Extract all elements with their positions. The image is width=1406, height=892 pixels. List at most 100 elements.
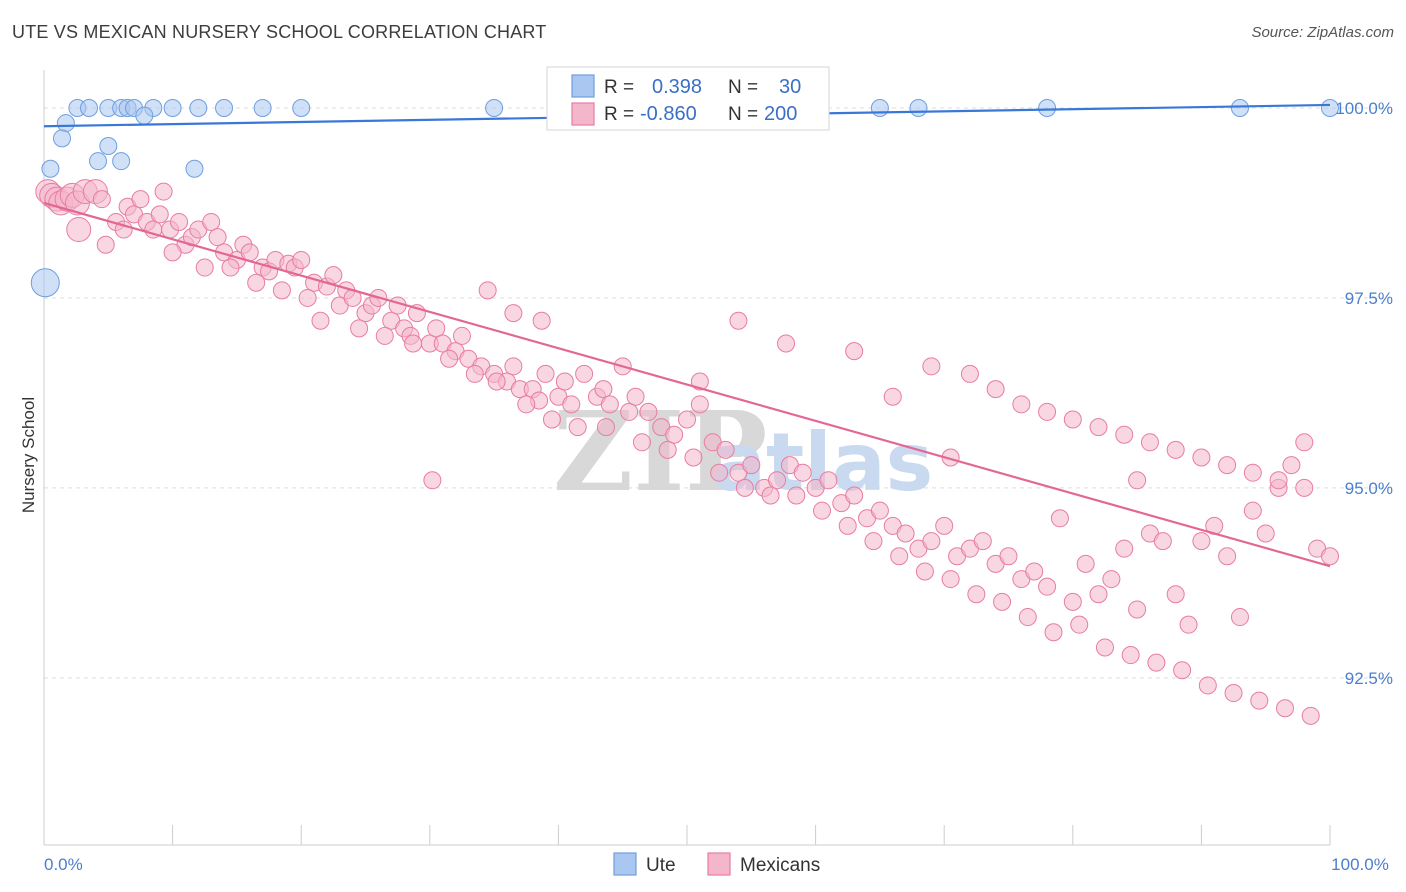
x-tick-labels: 0.0% 100.0% (44, 855, 1389, 874)
y-tick-label: 97.5% (1345, 289, 1393, 308)
mexicans-point (845, 342, 864, 361)
ute-point (112, 152, 131, 171)
mexicans-trend-line (43, 201, 1331, 568)
mexicans-point (66, 217, 92, 243)
mexicans-point (813, 501, 832, 520)
mexicans-point (1076, 554, 1095, 573)
mexicans-point (1275, 699, 1294, 718)
mexicans-point (777, 334, 796, 353)
mexicans-point (542, 410, 561, 429)
mexicans-point (1102, 570, 1121, 589)
mexicans-point (1044, 623, 1063, 642)
mexicans-point (350, 319, 369, 338)
mexicans-point (202, 212, 221, 231)
mexicans-point (1269, 471, 1288, 490)
mexicans-point (1173, 661, 1192, 680)
mexicans-point (1243, 501, 1262, 520)
ute-point (292, 98, 311, 117)
mexicans-point (1218, 456, 1237, 475)
mexicans-point (768, 471, 787, 490)
mexicans-point (729, 311, 748, 330)
ute-point (53, 129, 72, 148)
mexicans-point (1192, 532, 1211, 551)
stats-r-label-ute: R = (604, 77, 634, 98)
ute-point (30, 268, 60, 298)
mexicans-point (787, 486, 806, 505)
mexicans-point (1038, 577, 1057, 596)
ute-point (215, 98, 234, 117)
mexicans-point (600, 395, 619, 414)
chart-source: Source: ZipAtlas.com (1251, 24, 1394, 41)
mexicans-point (208, 228, 227, 247)
mexicans-point (1321, 547, 1339, 566)
mexicans-point (1012, 395, 1031, 414)
mexicans-point (793, 463, 812, 482)
mexicans-point (555, 372, 574, 391)
mexicans-point (1070, 615, 1089, 634)
mexicans-point (1301, 706, 1320, 725)
stats-n-label-ute: N = (728, 77, 758, 98)
mexicans-point (1121, 646, 1140, 665)
mexicans-point (690, 372, 709, 391)
mexicans-point (1179, 615, 1198, 634)
mexicans-point (452, 326, 471, 345)
mexicans-point (131, 190, 150, 209)
mexicans-point (1243, 463, 1262, 482)
mexicans-point (1063, 592, 1082, 611)
ute-point (41, 159, 60, 178)
mexicans-point (1095, 638, 1114, 657)
y-tick-label: 95.0% (1345, 479, 1393, 498)
mexicans-point (665, 425, 684, 444)
mexicans-point (1256, 524, 1275, 543)
mexicans-point (517, 395, 536, 414)
mexicans-point (626, 387, 645, 406)
mexicans-point (941, 570, 960, 589)
y-axis-label: Nursery School (19, 397, 38, 513)
ute-point (485, 98, 504, 117)
mexicans-point (999, 547, 1018, 566)
mexicans-point (1282, 456, 1301, 475)
stats-r-value-ute: 0.398 (652, 76, 702, 98)
ute-point (163, 98, 182, 117)
stats-swatch-mexicans (571, 102, 595, 126)
mexicans-point (845, 486, 864, 505)
mexicans-point (247, 273, 266, 292)
mexicans-point (922, 532, 941, 551)
mexicans-point (375, 326, 394, 345)
mexicans-points (35, 179, 1339, 725)
mexicans-point (1089, 585, 1108, 604)
mexicans-point (1140, 433, 1159, 452)
mexicans-point (150, 205, 169, 224)
mexicans-point (658, 440, 677, 459)
mexicans-point (864, 532, 883, 551)
ute-point (99, 136, 118, 155)
mexicans-point (639, 402, 658, 421)
y-tick-label: 92.5% (1345, 669, 1393, 688)
mexicans-point (562, 395, 581, 414)
mexicans-point (735, 478, 754, 497)
mexicans-point (838, 516, 857, 535)
mexicans-point (404, 334, 423, 353)
mexicans-point (1128, 600, 1147, 619)
mexicans-point (973, 532, 992, 551)
ute-point (135, 106, 154, 125)
y-tick-label: 100.0% (1335, 99, 1393, 118)
ute-point (89, 152, 108, 171)
mexicans-point (1198, 676, 1217, 695)
mexicans-point (1115, 539, 1134, 558)
x-tick-label: 0.0% (44, 855, 83, 874)
mexicans-point (575, 364, 594, 383)
mexicans-point (465, 364, 484, 383)
ute-point (185, 159, 204, 178)
mexicans-point (819, 471, 838, 490)
ute-point (1321, 98, 1339, 117)
chart-title: UTE VS MEXICAN NURSERY SCHOOL CORRELATIO… (12, 22, 547, 42)
legend-swatch-ute (613, 852, 637, 876)
mexicans-point (292, 250, 311, 269)
mexicans-point (896, 524, 915, 543)
ute-point (1230, 98, 1249, 117)
y-tick-labels: 100.0% 97.5% 95.0% 92.5% (1335, 99, 1393, 688)
mexicans-point (915, 562, 934, 581)
mexicans-point (1115, 425, 1134, 444)
